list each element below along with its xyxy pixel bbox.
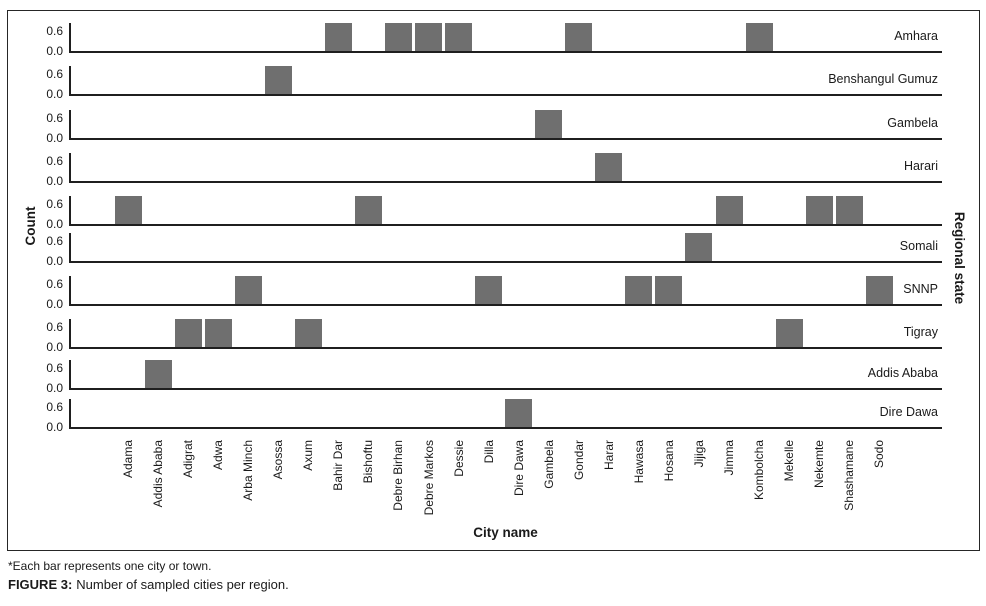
bar (475, 276, 503, 304)
bar (384, 23, 412, 51)
bar (655, 276, 683, 304)
facet-panel: 0.6 0.0 Addis Ababa (46, 360, 942, 395)
x-tick-label: Gambela (541, 440, 556, 489)
bar (294, 319, 322, 347)
bar (805, 196, 833, 224)
y-tick-label: 0.0 (46, 131, 63, 145)
bar (204, 319, 232, 347)
facet-region-label: Somali (899, 239, 938, 253)
bar (685, 233, 713, 261)
bar (625, 276, 653, 304)
y-tick-label: 0.0 (46, 340, 63, 354)
figure-caption-label: FIGURE 3: (8, 577, 73, 592)
bar (354, 196, 382, 224)
facet-region-label: Addis Ababa (867, 366, 938, 380)
x-tick-label: Bahir Dar (331, 440, 346, 491)
x-tick-label: Dessie (451, 440, 466, 477)
x-tick-label: Axum (301, 440, 316, 471)
bar (745, 23, 773, 51)
facet-panel: 0.6 0.0 Amhara (46, 23, 942, 58)
x-tick-label: Gondar (571, 440, 586, 481)
x-axis-title: City name (473, 525, 538, 540)
bar (264, 66, 292, 94)
y-tick-label: 0.6 (46, 24, 63, 38)
bar (415, 23, 442, 51)
figure-footnote: *Each bar represents one city or town. (8, 559, 212, 573)
bar (174, 319, 202, 347)
facet-panel: 0.6 0.0 Dire Dawa (46, 399, 942, 434)
bar (565, 23, 593, 51)
y-tick-label: 0.6 (46, 400, 63, 414)
x-tick-label: Dilla (481, 440, 496, 464)
bar (445, 23, 473, 51)
y-tick-label: 0.0 (46, 44, 63, 58)
x-tick-label: Addis Ababa (151, 440, 166, 508)
y-tick-label: 0.6 (46, 197, 63, 211)
x-tick-label: Adigrat (181, 440, 196, 479)
bar (835, 196, 863, 224)
x-tick-label: Debre Markos (421, 440, 436, 516)
facet-panel: 0.6 0.0 Benshangul Gumuz (46, 66, 942, 101)
bar (324, 23, 352, 51)
facet-region-label: Dire Dawa (879, 405, 938, 419)
y-tick-label: 0.6 (46, 361, 63, 375)
figure-caption-text: Number of sampled cities per region. (76, 577, 289, 592)
facet-panel: 0.6 0.0 Harari (46, 153, 942, 188)
y-tick-label: 0.0 (46, 381, 63, 395)
x-tick-label: Dire Dawa (511, 440, 526, 497)
y-tick-label: 0.6 (46, 154, 63, 168)
bar (234, 276, 262, 304)
x-tick-label: Arba Minch (241, 440, 256, 501)
bar (595, 153, 623, 181)
figure-box: Count Regional state 0.6 0.0 Amhara 0.6 0.0 B… (7, 10, 980, 551)
x-tick-label: Jimma (722, 440, 736, 476)
bar (505, 399, 533, 427)
facet-region-label: SNNP (903, 282, 938, 296)
facet-panel: 0.6 0.0 Gambela (46, 110, 942, 145)
figure-caption: FIGURE 3: Number of sampled cities per re… (8, 577, 289, 592)
x-tick-label: Hosana (661, 440, 676, 482)
facet-panel: 0.6 0.0 (46, 196, 942, 231)
y-tick-label: 0.6 (46, 111, 63, 125)
facet-region-label: Gambela (887, 116, 938, 130)
y-tick-label: 0.0 (46, 297, 63, 311)
bar (715, 196, 743, 224)
y-tick-label: 0.6 (46, 277, 63, 291)
facet-panel: 0.6 0.0 Somali (46, 233, 942, 268)
x-tick-label: Nekemte (812, 440, 827, 489)
x-tick-label: Harar (601, 440, 616, 471)
x-tick-label: Mekelle (782, 440, 797, 482)
x-tick-label: Asossa (271, 440, 286, 480)
y-tick-label: 0.0 (46, 87, 63, 101)
x-tick-label: Adwa (211, 440, 226, 471)
bar (775, 319, 803, 347)
y-tick-label: 0.6 (46, 320, 63, 334)
x-tick-label: Shashamane (842, 440, 857, 511)
facet-region-label: Harari (903, 159, 938, 173)
x-tick-label: Kombolcha (752, 440, 767, 501)
facet-panel: 0.6 0.0 Tigray (46, 319, 942, 354)
y-tick-label: 0.0 (46, 217, 63, 231)
facet-panel: 0.6 0.0 SNNP (46, 276, 942, 311)
x-tick-label: Jijiga (691, 440, 706, 468)
x-tick-label: Hawasa (631, 440, 646, 484)
facet-region-label: Tigray (903, 325, 938, 339)
y-tick-label: 0.6 (46, 67, 63, 81)
bar (144, 360, 172, 388)
bar (114, 196, 142, 224)
facet-region-label: Amhara (894, 29, 938, 43)
right-axis-title: Regional state (952, 211, 967, 305)
bar (865, 276, 893, 304)
bar (535, 110, 563, 138)
y-tick-label: 0.0 (46, 254, 63, 268)
x-tick-label: Sodo (872, 440, 887, 469)
x-tick-label: Adama (121, 440, 135, 479)
x-tick-label: Bishoftu (361, 440, 376, 484)
x-tick-label: Debre Birhan (391, 440, 406, 511)
y-tick-label: 0.6 (46, 234, 63, 248)
facet-region-label: Benshangul Gumuz (828, 72, 938, 86)
y-tick-label: 0.0 (46, 174, 63, 188)
y-tick-label: 0.0 (46, 420, 63, 434)
